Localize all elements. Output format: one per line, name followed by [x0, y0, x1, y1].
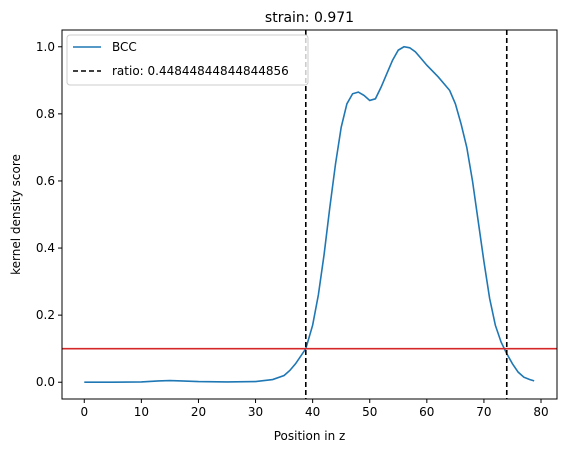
x-tick-label: 10: [134, 405, 149, 419]
plot-frame: [61, 29, 558, 400]
y-tick-label: 0.0: [36, 375, 55, 389]
y-tick-label: 0.2: [36, 308, 55, 322]
x-axis-label: Position in z: [274, 429, 346, 443]
x-axis-ticks: 0 10 20 30 40 50 60 70 80: [80, 399, 549, 419]
x-tick-label: 60: [419, 405, 434, 419]
x-tick-label: 80: [533, 405, 548, 419]
y-tick-label: 0.6: [36, 174, 55, 188]
legend: BCC ratio: 0.44844844844844856: [66, 34, 309, 86]
y-tick-label: 0.4: [36, 241, 55, 255]
x-tick-label: 20: [191, 405, 206, 419]
x-tick-label: 30: [248, 405, 263, 419]
legend-label-bcc: BCC: [112, 40, 137, 54]
x-tick-label: 40: [305, 405, 320, 419]
x-tick-label: 70: [476, 405, 491, 419]
plot-marks: [62, 30, 557, 399]
y-axis-ticks: 0.0 0.2 0.4 0.6 0.8 1.0: [36, 40, 62, 389]
y-tick-label: 0.8: [36, 107, 55, 121]
legend-label-ratio: ratio: 0.44844844844844856: [112, 64, 289, 78]
legend-box: [66, 34, 309, 86]
x-tick-label: 50: [362, 405, 377, 419]
y-tick-label: 1.0: [36, 40, 55, 54]
y-axis-label: kernel density score: [9, 154, 23, 275]
chart-title: strain: 0.971: [265, 10, 354, 26]
series-line-bcc: [84, 45, 535, 384]
x-tick-label: 0: [80, 405, 88, 419]
